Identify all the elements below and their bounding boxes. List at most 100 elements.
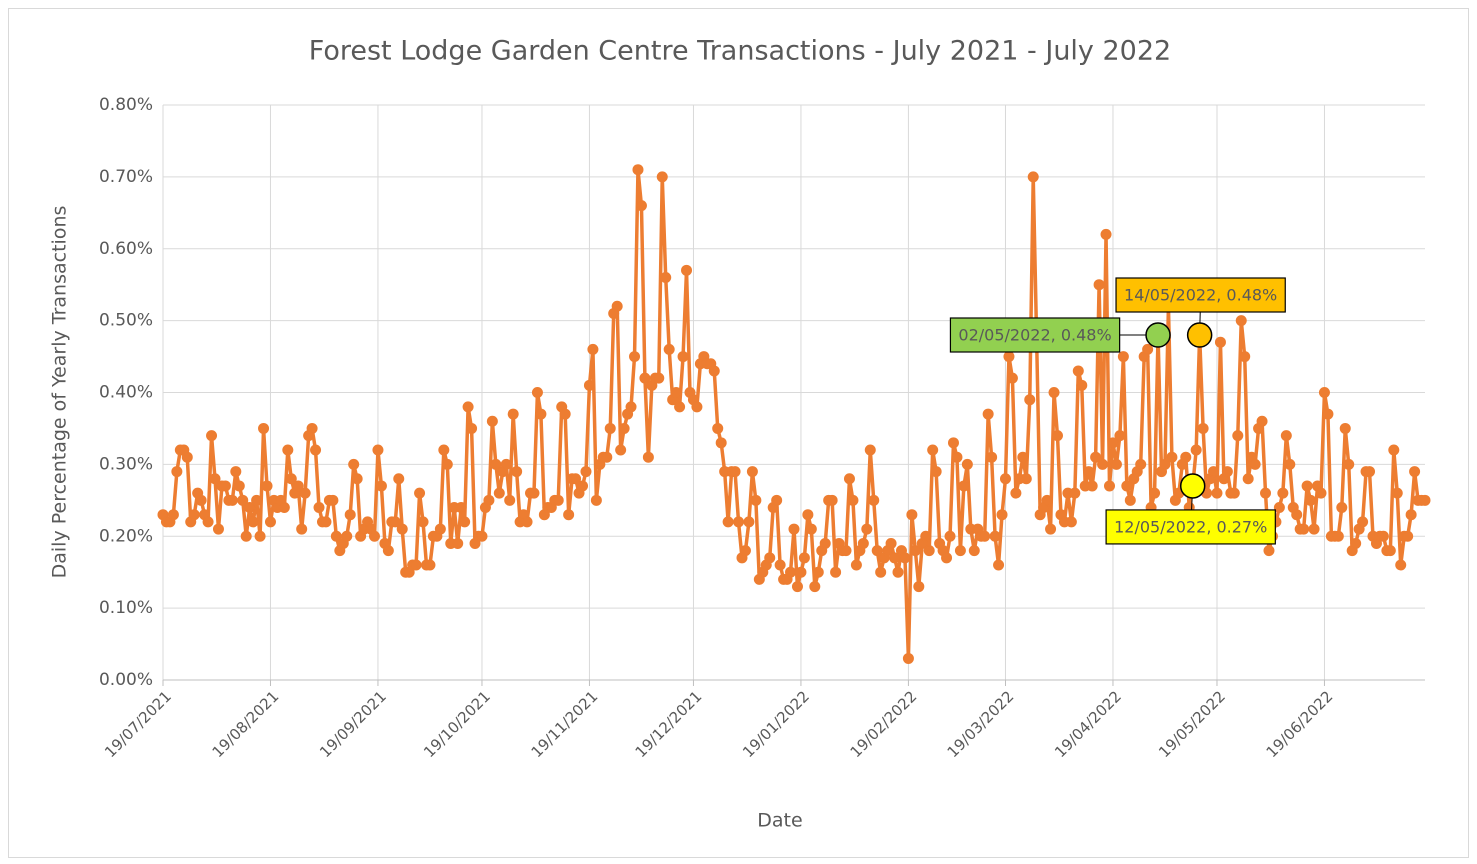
data-point (1214, 336, 1226, 348)
data-point (1104, 480, 1115, 492)
data-point (1010, 487, 1022, 499)
data-point (382, 545, 394, 557)
data-point (590, 494, 602, 506)
data-point (1020, 473, 1032, 485)
data-point (226, 494, 238, 506)
data-point (434, 523, 446, 535)
data-point (452, 537, 464, 549)
data-point (417, 516, 429, 528)
data-point (968, 545, 980, 557)
data-point (1166, 451, 1178, 463)
data-point (1190, 444, 1202, 456)
data-point (899, 552, 911, 564)
data-point (341, 530, 353, 542)
data-point (611, 300, 623, 312)
data-point (313, 502, 325, 513)
data-point (483, 494, 495, 506)
data-point (819, 537, 831, 549)
data-point (1180, 451, 1192, 463)
data-point (743, 516, 755, 528)
data-point (372, 444, 384, 456)
data-point (1242, 473, 1254, 485)
data-point (906, 509, 918, 521)
data-point (1003, 351, 1015, 363)
data-point (209, 473, 221, 485)
data-point (1280, 430, 1292, 442)
data-point (733, 516, 745, 528)
data-point (1100, 228, 1112, 240)
data-point (389, 516, 401, 528)
data-point (864, 444, 876, 456)
data-point (764, 552, 776, 564)
data-point (674, 401, 686, 413)
data-point (167, 509, 179, 521)
data-point (441, 458, 453, 470)
data-point (861, 523, 873, 535)
data-point (1090, 451, 1102, 463)
data-point (840, 545, 852, 557)
chart-border (8, 8, 1469, 858)
data-point (857, 537, 869, 549)
data-point (1402, 530, 1414, 542)
data-point (785, 566, 797, 578)
data-point (1097, 458, 1109, 470)
data-point (774, 559, 786, 571)
data-point (601, 451, 613, 463)
data-point (1159, 458, 1171, 470)
data-point (927, 444, 939, 456)
data-point (809, 581, 821, 593)
data-point (1072, 365, 1084, 377)
data-point (1006, 372, 1018, 384)
annotation-box (949, 317, 1121, 353)
data-point (947, 437, 959, 449)
data-point (528, 487, 540, 499)
data-point (244, 502, 256, 513)
annotation-marker (1179, 473, 1206, 499)
annotation-box (1105, 509, 1276, 545)
data-point (396, 523, 408, 535)
data-point (805, 523, 817, 535)
data-point (1093, 279, 1105, 291)
data-point (577, 480, 589, 492)
data-point (278, 502, 290, 513)
data-point (587, 343, 599, 355)
annotation: 02/05/2022, 0.48% (949, 317, 1171, 353)
data-point (989, 530, 1001, 542)
data-point (722, 516, 734, 528)
data-point (410, 559, 422, 571)
data-point (909, 545, 921, 557)
data-point (712, 422, 724, 434)
data-point (826, 494, 838, 506)
data-point (1114, 430, 1126, 442)
data-point (798, 552, 810, 564)
data-point (459, 516, 471, 528)
data-point (1263, 545, 1275, 557)
data-point (958, 480, 970, 492)
y-tick-label: 0.10% (99, 598, 153, 618)
data-point (247, 516, 259, 528)
chart-title: Forest Lodge Garden Centre Transactions … (309, 36, 1171, 67)
data-point (746, 466, 758, 478)
data-point (913, 581, 925, 593)
data-point (476, 530, 488, 542)
data-point (1221, 466, 1233, 478)
data-point (195, 494, 207, 506)
data-point (1024, 394, 1036, 406)
data-point (251, 494, 263, 506)
data-point (188, 509, 200, 521)
data-point (580, 466, 592, 478)
data-point (1273, 502, 1285, 513)
data-point (660, 272, 672, 283)
data-point (320, 516, 332, 528)
y-tick-label: 0.30% (99, 454, 153, 474)
data-point (1391, 487, 1403, 499)
data-point (847, 494, 859, 506)
data-point (986, 451, 998, 463)
data-point (535, 408, 547, 420)
y-tick-label: 0.80% (99, 95, 153, 115)
data-point (500, 458, 512, 470)
data-point (1357, 516, 1369, 528)
data-point (750, 494, 762, 506)
data-point (466, 422, 478, 434)
data-point (282, 444, 294, 456)
